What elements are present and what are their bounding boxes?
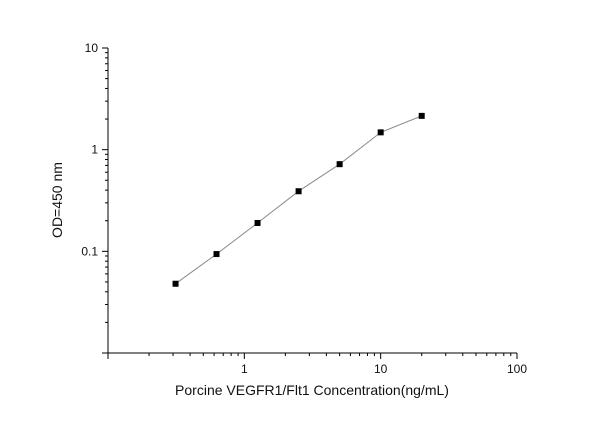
tick-labels: 1 10 100 0.1 1 10 xyxy=(81,41,527,376)
x-tick-label: 10 xyxy=(374,362,388,376)
x-tick-label: 1 xyxy=(241,362,248,376)
data-point xyxy=(172,280,179,287)
x-axis-title: Porcine VEGFR1/Flt1 Concentration(ng/mL) xyxy=(175,382,449,398)
x-tick-label: 100 xyxy=(507,362,527,376)
data-point xyxy=(418,112,425,119)
y-tick-label: 10 xyxy=(85,41,99,55)
y-tick-label: 0.1 xyxy=(81,244,98,258)
ticks xyxy=(102,47,518,359)
data-point xyxy=(295,188,302,195)
series-line xyxy=(175,115,422,285)
data-point xyxy=(254,219,261,226)
data-point xyxy=(213,251,220,258)
y-axis-title: OD=450 nm xyxy=(49,162,65,238)
data-point xyxy=(377,129,384,136)
y-tick-label: 1 xyxy=(91,143,98,157)
axes xyxy=(107,48,517,354)
data-markers xyxy=(172,112,425,287)
data-point xyxy=(336,161,343,168)
